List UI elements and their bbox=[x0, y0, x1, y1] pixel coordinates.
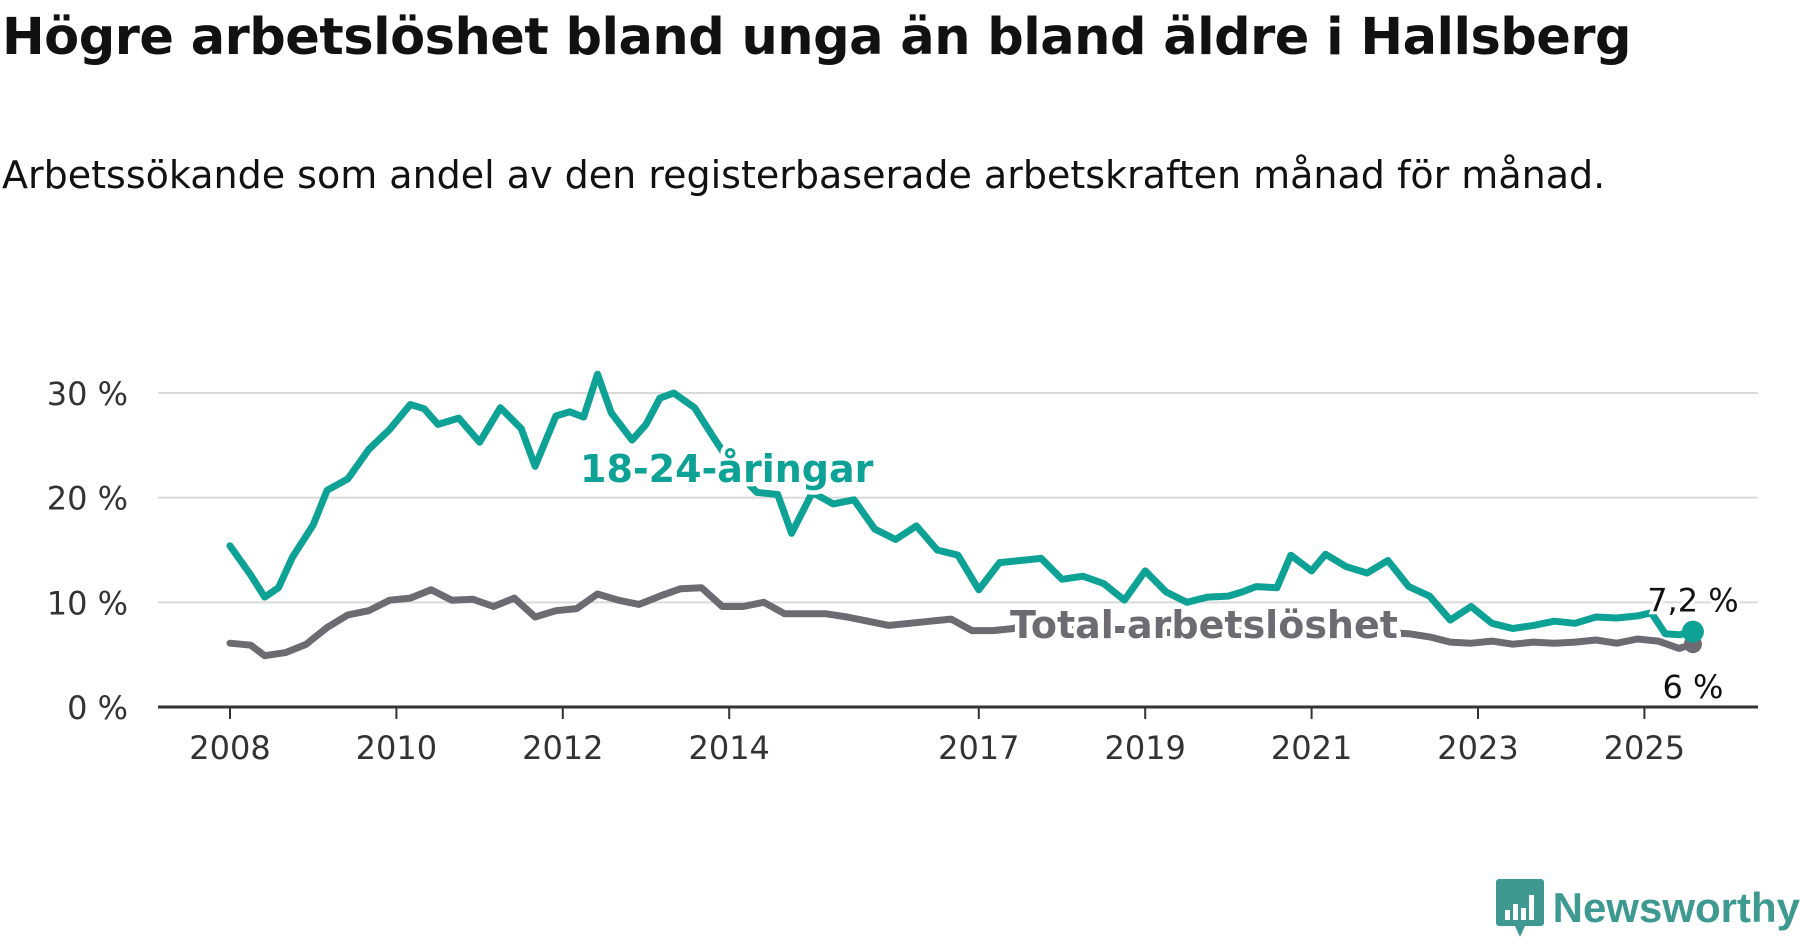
total-unemployment-line bbox=[226, 584, 1697, 660]
y-tick-label: 30 % bbox=[47, 375, 128, 413]
x-axis: 2008 2010 2012 2014 2017 2019 2021 2023 2025 bbox=[158, 705, 1758, 767]
brand-name: Newsworthy bbox=[1552, 884, 1800, 931]
youth-end-marker bbox=[1681, 620, 1704, 643]
total-last-value-label: 6 % bbox=[1662, 668, 1723, 706]
series-lines bbox=[226, 370, 1704, 660]
x-tick-label: 2012 bbox=[522, 729, 603, 767]
x-tick-label: 2025 bbox=[1604, 729, 1685, 767]
x-tick-label: 2019 bbox=[1104, 729, 1185, 767]
x-tick-label: 2008 bbox=[189, 729, 270, 767]
x-tick-label: 2021 bbox=[1271, 729, 1352, 767]
youth-last-value-label: 7,2 % bbox=[1647, 582, 1738, 620]
chart-title: Högre arbetslöshet bland unga än bland ä… bbox=[2, 8, 1632, 67]
y-tick-label: 0 % bbox=[67, 689, 128, 727]
chart-subtitle: Arbetssökande som andel av den registerb… bbox=[2, 153, 1606, 197]
line-chart: 0 % 10 % 20 % 30 % 7,2 % 6 % 18-24-åringar Tot… bbox=[47, 370, 1758, 767]
total-series-label: Total arbetslöshet bbox=[1010, 603, 1398, 647]
x-tick-label: 2023 bbox=[1437, 729, 1518, 767]
x-tick-label: 2010 bbox=[356, 729, 437, 767]
y-tick-label: 20 % bbox=[47, 480, 128, 518]
newsworthy-logo: Newsworthy bbox=[1495, 868, 1800, 948]
youth-unemployment-line bbox=[226, 370, 1697, 639]
y-axis-tick-labels: 0 % 10 % 20 % 30 % bbox=[47, 375, 128, 727]
series-labels: 7,2 % 6 % 18-24-åringar Total arbetslöshet bbox=[576, 443, 1742, 710]
bar-chart-badge-icon bbox=[1495, 879, 1544, 937]
gridlines bbox=[158, 392, 1758, 604]
y-tick-label: 10 % bbox=[47, 584, 128, 622]
x-tick-label: 2014 bbox=[688, 729, 769, 767]
x-tick-label: 2017 bbox=[938, 729, 1019, 767]
youth-series-label: 18-24-åringar bbox=[580, 447, 874, 491]
